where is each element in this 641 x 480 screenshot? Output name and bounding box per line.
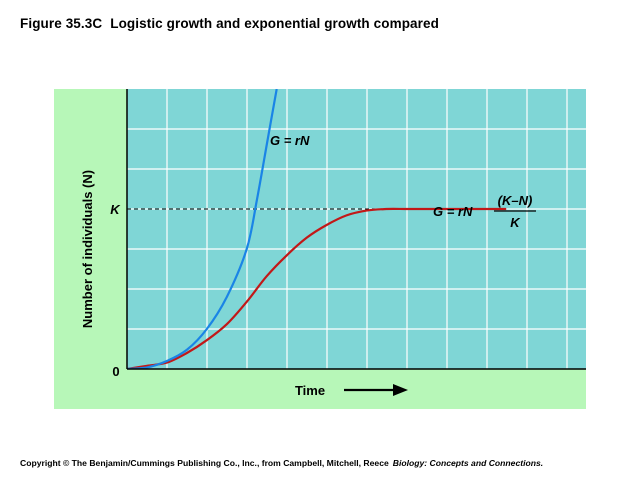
figure-caption: Logistic growth and exponential growth c… (110, 16, 439, 31)
x-arrow-head (393, 384, 408, 396)
logistic-series-label: G = rN (433, 204, 473, 219)
exponential-growth-curve (127, 89, 278, 369)
figure-number: Figure 35.3C (20, 16, 103, 31)
logistic-label-denominator: K (510, 215, 521, 230)
book-title: Biology: Concepts and Connections. (392, 458, 544, 468)
series-layer (127, 89, 507, 369)
copyright-text: Copyright © The Benjamin/Cummings Publis… (20, 458, 389, 468)
logistic-label-numerator: (K–N) (498, 193, 533, 208)
logistic-growth-curve (127, 207, 507, 369)
x-axis-label: Time (295, 383, 325, 398)
plot-area (127, 89, 586, 369)
grid-lines (127, 89, 586, 369)
y-tick-label-k: K (110, 202, 121, 217)
copyright-notice: Copyright © The Benjamin/Cummings Publis… (20, 458, 543, 468)
y-tick-label-zero: 0 (112, 364, 119, 379)
figure-title: Figure 35.3C Logistic growth and exponent… (20, 16, 439, 31)
exponential-series-label: G = rN (270, 133, 310, 148)
y-axis-label: Number of individuals (N) (80, 170, 95, 328)
x-axis-arrow-icon (344, 384, 408, 396)
